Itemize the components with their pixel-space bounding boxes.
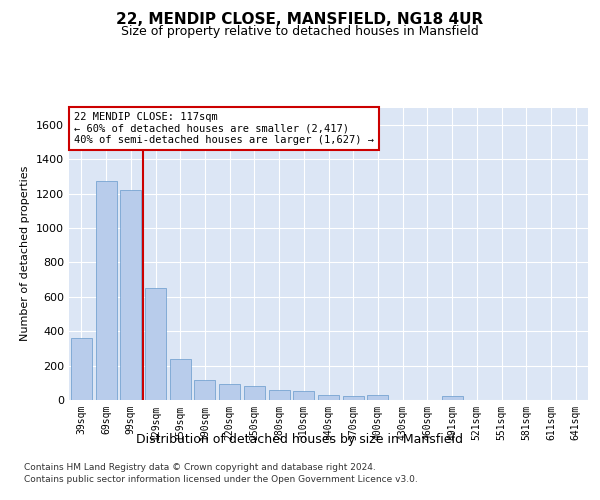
Bar bbox=[269, 390, 290, 400]
Text: Contains HM Land Registry data © Crown copyright and database right 2024.: Contains HM Land Registry data © Crown c… bbox=[24, 462, 376, 471]
Bar bbox=[442, 396, 463, 400]
Y-axis label: Number of detached properties: Number of detached properties bbox=[20, 166, 31, 342]
Bar bbox=[343, 396, 364, 400]
Bar bbox=[219, 384, 240, 400]
Bar bbox=[145, 288, 166, 400]
Bar bbox=[71, 338, 92, 400]
Bar bbox=[293, 390, 314, 400]
Text: Contains public sector information licensed under the Open Government Licence v3: Contains public sector information licen… bbox=[24, 475, 418, 484]
Text: Distribution of detached houses by size in Mansfield: Distribution of detached houses by size … bbox=[137, 432, 464, 446]
Bar bbox=[194, 380, 215, 400]
Bar bbox=[244, 386, 265, 400]
Bar bbox=[318, 395, 339, 400]
Bar bbox=[95, 182, 116, 400]
Bar bbox=[367, 395, 388, 400]
Text: 22, MENDIP CLOSE, MANSFIELD, NG18 4UR: 22, MENDIP CLOSE, MANSFIELD, NG18 4UR bbox=[116, 12, 484, 28]
Text: Size of property relative to detached houses in Mansfield: Size of property relative to detached ho… bbox=[121, 25, 479, 38]
Text: 22 MENDIP CLOSE: 117sqm
← 60% of detached houses are smaller (2,417)
40% of semi: 22 MENDIP CLOSE: 117sqm ← 60% of detache… bbox=[74, 112, 374, 145]
Bar bbox=[170, 358, 191, 400]
Bar bbox=[120, 190, 141, 400]
